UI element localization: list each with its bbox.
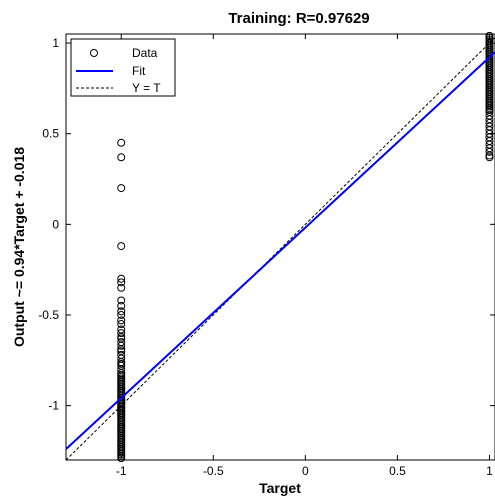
axis-ticks: -1 -0.5 0 0.5 1 -1 -0.5 0 0.5 1 <box>38 34 495 478</box>
legend-box <box>70 38 176 97</box>
x-tick-label: -0.5 <box>203 464 224 478</box>
legend: Data Fit Y = T <box>70 38 176 97</box>
data-point <box>117 345 126 354</box>
data-point <box>117 359 126 368</box>
y-tick-label: -0.5 <box>38 308 59 322</box>
y-axis-label: Output ~= 0.94*Target + -0.018 <box>11 147 27 347</box>
data-point <box>117 370 126 379</box>
plot-marks <box>65 31 495 463</box>
y-tick-label: 1 <box>52 36 59 50</box>
data-point <box>117 316 126 325</box>
data-point <box>117 310 126 319</box>
legend-label-fit: Fit <box>132 64 146 78</box>
data-point <box>117 334 126 343</box>
x-tick-label: 0 <box>302 464 309 478</box>
data-point <box>117 320 126 329</box>
x-tick-label: -1 <box>116 464 127 478</box>
data-point <box>117 329 126 338</box>
legend-data-marker <box>90 49 98 57</box>
data-point <box>117 283 126 292</box>
data-point <box>117 307 126 316</box>
data-point <box>485 147 494 156</box>
data-point <box>117 274 126 283</box>
data-point <box>117 301 126 310</box>
fit-line <box>65 51 495 450</box>
data-point <box>117 138 126 147</box>
data-point <box>117 407 126 416</box>
y-tick-label: 0 <box>52 217 59 231</box>
data-point <box>485 153 494 162</box>
legend-label-identity: Y = T <box>132 81 161 95</box>
data-point <box>117 454 126 463</box>
x-axis-label: Target <box>259 480 301 496</box>
data-point <box>117 296 126 305</box>
data-point <box>117 184 126 193</box>
identity-line <box>65 37 495 461</box>
y-tick-label: 0.5 <box>42 127 59 141</box>
x-tick-label: 1 <box>486 464 493 478</box>
data-point <box>117 153 126 162</box>
x-tick-label: 0.5 <box>389 464 406 478</box>
legend-label-data: Data <box>132 46 158 60</box>
data-point <box>117 278 126 287</box>
chart-title: Training: R=0.97629 <box>228 10 369 27</box>
data-point <box>117 242 126 251</box>
y-tick-label: -1 <box>48 399 59 413</box>
data-point <box>117 410 126 419</box>
